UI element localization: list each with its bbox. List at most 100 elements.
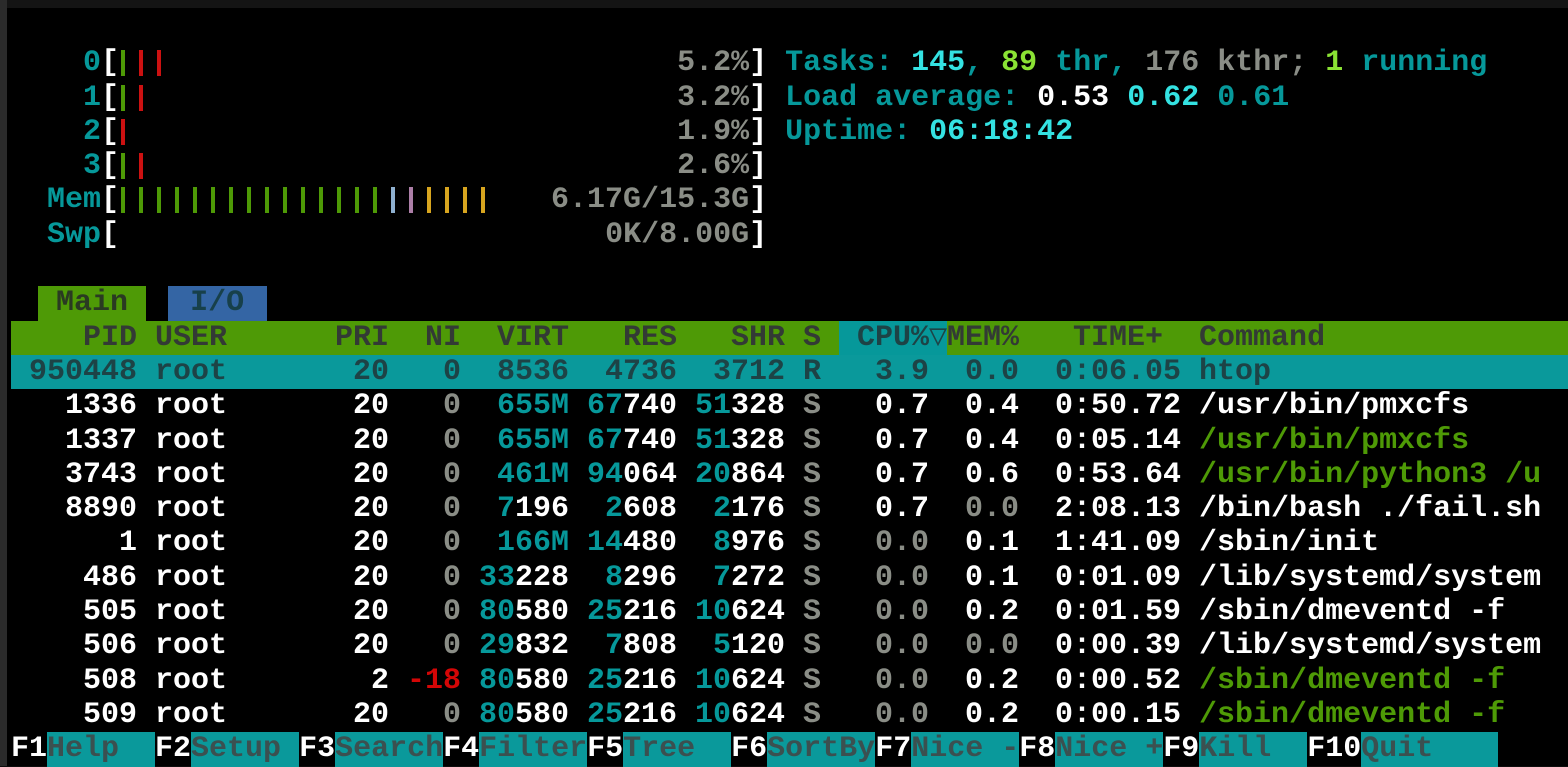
htop-screen: 0[5.2%] Tasks: 145, 89 thr, 176 kthr; 1 … <box>7 8 1568 767</box>
uptime: Uptime: 06:18:42 <box>785 115 1073 149</box>
process-row[interactable]: 506 root 20 0 29832 7808 5120 S 0.0 0.0 0:00.39/li… <box>83 629 1542 664</box>
memory-meter: Mem[6.17G/15.3G] <box>47 183 768 218</box>
f9-kill-button[interactable]: Kill <box>1199 732 1308 767</box>
f2-setup-button[interactable]: Setup <box>191 732 300 767</box>
tab-main[interactable]: Main <box>38 286 147 321</box>
column-virt[interactable]: VIRT <box>497 320 570 355</box>
screen-tabs: Main I/O <box>11 286 1568 321</box>
f4-key: F4 <box>443 732 480 767</box>
cpu0-percent: 5.2% <box>677 46 750 81</box>
process-row[interactable]: 1 root 20 0 166M 14480 8976 S 0.0 0.1 1:41.09/sbin… <box>119 526 1380 561</box>
cpu0-meter: 0[5.2%] <box>11 46 767 80</box>
f2-key: F2 <box>155 732 192 767</box>
header-row-4: 3[2.6%] <box>11 149 1568 183</box>
column-mem[interactable]: MEM% <box>947 320 1020 355</box>
f8-key: F8 <box>1019 732 1056 767</box>
sort-arrow-icon: ▽ <box>929 320 948 355</box>
load-average: Load average: 0.53 0.62 0.61 <box>785 81 1289 115</box>
table-header: PID USER PRI NI VIRT RES SHR S CPU% ▽ MEM% TIME+ Com… <box>11 320 1568 355</box>
thread-count: 89 <box>1001 46 1038 81</box>
bracket-open: [ <box>101 46 120 81</box>
cpu0-label: 0 <box>82 46 101 81</box>
load-label: Load average: <box>785 80 1038 115</box>
f10-quit-button[interactable]: Quit <box>1361 732 1499 767</box>
header-row-6: Swp[0K/8.00G] <box>11 218 1568 252</box>
f1-help-button[interactable]: Help <box>47 732 156 767</box>
column-pid[interactable]: PID <box>83 320 138 355</box>
cpu2-bars <box>121 118 139 145</box>
cpu3-bars <box>121 153 157 180</box>
memory-value: 6.17G/15.3G <box>551 183 750 218</box>
cpu0-bars <box>121 50 175 77</box>
f5-tree-button[interactable]: Tree <box>623 732 732 767</box>
cpu1-percent: 3.2% <box>677 80 750 115</box>
column-state[interactable]: S <box>803 320 822 355</box>
process-row[interactable]: 486 root 20 0 33228 8296 7272 S 0.0 0.1 0:01.09/li… <box>83 560 1542 595</box>
cpu1-bars <box>121 84 157 111</box>
process-row[interactable]: 1337 root 20 0 655M 67740 51328 S 0.7 0.4 0:05.14/… <box>65 423 1470 458</box>
header-row-3: 2[1.9%] Uptime: 06:18:42 <box>11 115 1568 149</box>
column-user[interactable]: USER <box>155 320 228 355</box>
function-key-bar: F1 Help F2 Setup F3 Search F4 Filter F5 Tree F6 Sor… <box>11 732 1568 767</box>
cpu3-percent: 2.6% <box>677 149 750 184</box>
swap-label: Swp <box>47 217 102 252</box>
blank-row <box>11 252 1568 286</box>
swap-value: 0K/8.00G <box>605 217 750 252</box>
process-row[interactable]: 505 root 20 0 80580 25216 10624 S 0.0 0.2 0:01.59/… <box>83 595 1506 630</box>
f1-key: F1 <box>11 732 48 767</box>
column-res[interactable]: RES <box>623 320 678 355</box>
column-command[interactable]: Command <box>1199 320 1326 355</box>
f3-key: F3 <box>299 732 336 767</box>
process-row[interactable]: 509 root 20 0 80580 25216 10624 S 0.0 0.2 0:00.15/… <box>83 697 1506 732</box>
cpu1-meter: 1[3.2%] <box>11 81 767 115</box>
f6-key: F6 <box>731 732 768 767</box>
memory-bars <box>121 187 499 214</box>
kthread-count: 176 <box>1145 46 1200 81</box>
f7-key: F7 <box>875 732 912 767</box>
f6-sortby-button[interactable]: SortBy <box>767 732 876 767</box>
f7-nice-minus-button[interactable]: Nice - <box>911 732 1020 767</box>
load-5min: 0.62 <box>1127 80 1200 115</box>
uptime-value: 06:18:42 <box>929 114 1074 149</box>
f5-key: F5 <box>587 732 624 767</box>
blank-row <box>11 12 1568 46</box>
header-row-5: Mem[6.17G/15.3G] <box>11 183 1568 217</box>
f3-search-button[interactable]: Search <box>335 732 444 767</box>
process-row[interactable]: 1336 root 20 0 655M 67740 51328 S 0.7 0.4 0:50.72/… <box>65 389 1470 424</box>
uptime-label: Uptime: <box>785 114 930 149</box>
cpu3-meter: 3[2.6%] <box>11 149 767 183</box>
load-15min: 0.61 <box>1217 80 1290 115</box>
tasks-count: 145 <box>911 46 966 81</box>
header-row-2: 1[3.2%] Load average: 0.53 0.62 0.61 <box>11 81 1568 115</box>
process-row-selected[interactable]: 950448 root 20 0 8536 4736 3712 R 3.9 0.0 0:06.05 h… <box>11 354 1568 390</box>
process-row[interactable]: 508 root 2 -18 80580 25216 10624 S 0.0 0.2 0:00.52… <box>83 663 1506 698</box>
cpu2-label: 2 <box>82 114 101 149</box>
tab-io[interactable]: I/O <box>167 286 267 321</box>
f9-key: F9 <box>1163 732 1200 767</box>
f10-key: F10 <box>1307 732 1362 767</box>
tasks-summary: Tasks: 145, 89 thr, 176 kthr; 1 running <box>785 46 1488 81</box>
bracket-close: ] <box>749 46 768 81</box>
swap-meter: Swp[0K/8.00G] <box>47 217 768 252</box>
column-time[interactable]: TIME+ <box>1073 320 1164 355</box>
cpu2-percent: 1.9% <box>677 114 750 149</box>
column-ni[interactable]: NI <box>425 320 462 355</box>
memory-label: Mem <box>47 183 102 218</box>
load-1min: 0.53 <box>1037 80 1110 115</box>
column-pri[interactable]: PRI <box>335 320 390 355</box>
column-shr[interactable]: SHR <box>731 320 786 355</box>
thread-label: thr <box>1037 46 1110 81</box>
header-row-1: 0[5.2%] Tasks: 145, 89 thr, 176 kthr; 1 … <box>11 46 1568 80</box>
cpu3-label: 3 <box>82 149 101 184</box>
running-label: running <box>1343 46 1488 81</box>
process-row[interactable]: 3743 root 20 0 461M 94064 20864 S 0.7 0.6 0:53.64/… <box>65 457 1542 492</box>
column-cpu-sorted[interactable]: CPU% ▽ <box>839 320 948 355</box>
running-count: 1 <box>1325 46 1344 81</box>
tasks-label: Tasks: <box>785 46 912 81</box>
process-row[interactable]: 8890 root 20 0 7196 2608 2176 S 0.7 0.0 2:08.13/bi… <box>65 492 1542 527</box>
f4-filter-button[interactable]: Filter <box>479 732 588 767</box>
cpu2-meter: 2[1.9%] <box>11 115 767 149</box>
f8-nice-plus-button[interactable]: Nice + <box>1055 732 1164 767</box>
kthread-label: kthr; <box>1199 46 1326 81</box>
